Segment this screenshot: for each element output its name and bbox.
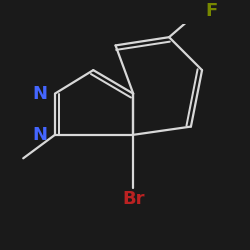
Text: N: N	[32, 84, 48, 102]
Text: N: N	[32, 126, 48, 144]
Text: Br: Br	[122, 190, 144, 208]
Text: F: F	[205, 2, 218, 20]
